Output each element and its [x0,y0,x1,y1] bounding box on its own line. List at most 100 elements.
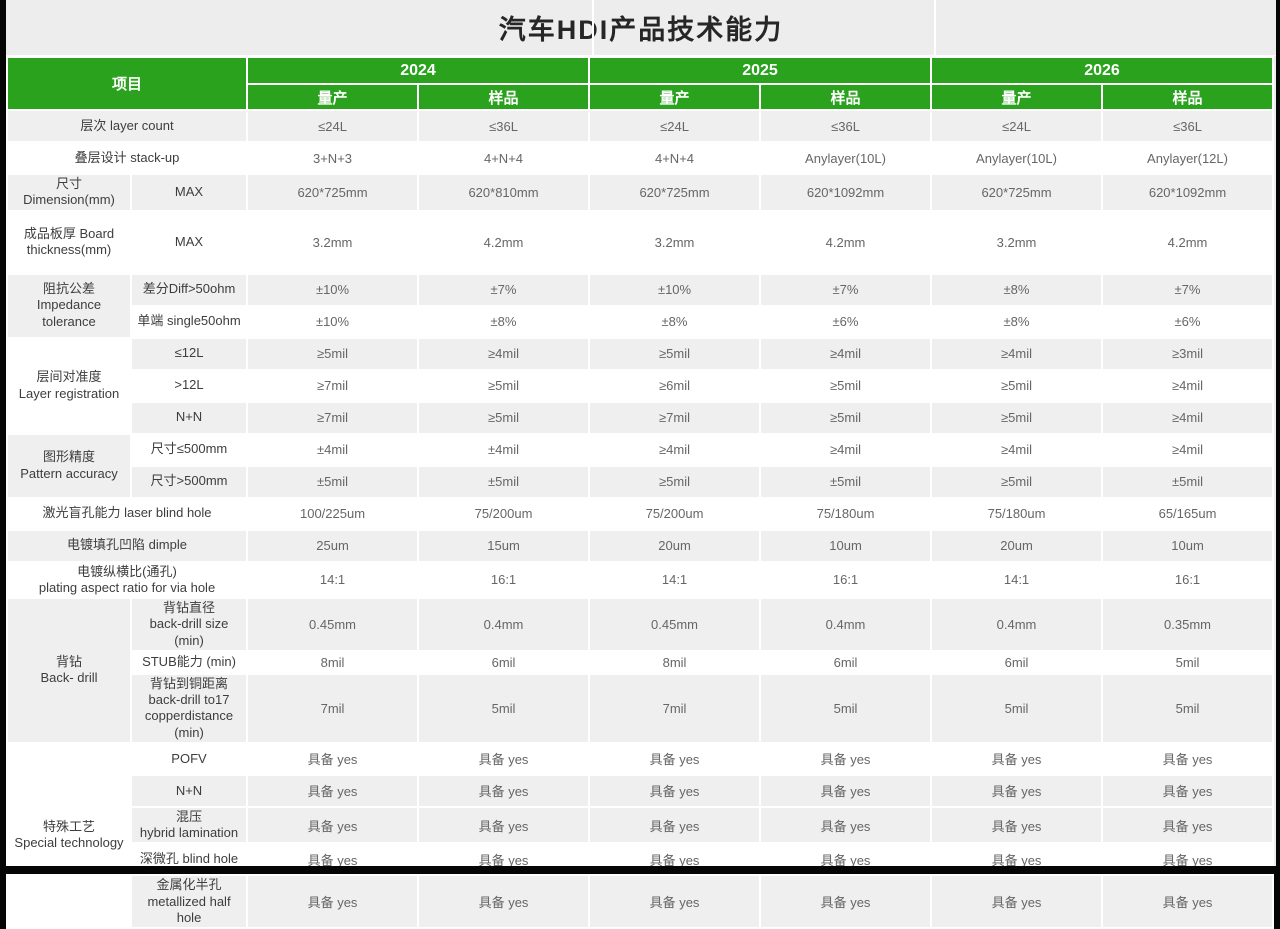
row-label-cell: 背钻 Back- drill [6,597,132,744]
value-cell: 具备 yes [759,805,933,845]
value-cell: 0.4mm [417,597,591,652]
page-title: 汽车HDI产品技术能力 [498,15,784,45]
row-sublabel-cell: POFV [129,741,249,776]
value-cell: 具备 yes [930,805,1104,845]
table-row: 叠层设计 stack-up 3+N+3 4+N+4 4+N+4 Anylayer(10L… [5,141,1275,175]
value-cell: ±10% [246,304,420,339]
value-cell: ≥4mil [417,336,591,371]
row-label-cell: 图形精度 Pattern accuracy [6,432,132,499]
value-cell: ±10% [588,272,762,307]
value-cell: 具备 yes [759,741,933,776]
table-row: 电镀纵横比(通孔) plating aspect ratio for via h… [5,560,1275,599]
row-sublabel-cell: 金属化半孔 metallized half hole [129,874,249,929]
value-cell: 3.2mm [588,209,762,275]
value-cell: 75/200um [417,496,591,531]
value-cell: ±4mil [417,432,591,467]
value-cell: ≥4mil [588,432,762,467]
value-cell: ±8% [417,304,591,339]
value-cell: 16:1 [417,560,591,599]
row-sublabel-cell: 背钻到铜距离 back-drill to17 copperdistance (m… [129,672,249,744]
value-cell: 4.2mm [1101,209,1275,275]
value-cell: 15um [417,528,591,563]
header-row-years: 项目 2024 2025 2026 [5,56,1275,111]
value-cell: 4.2mm [417,209,591,275]
row-label-cell: 阻抗公差 Impedance tolerance [6,272,132,339]
value-cell: 7mil [588,672,762,744]
value-cell: ≥4mil [759,336,933,371]
row-sublabel-cell: >12L [129,368,249,403]
spec-table: 项目 2024 2025 2026 量产 样品 量产 样品 量产 样品 层次 l… [5,56,1275,929]
value-cell: ±5mil [246,464,420,499]
table-row: 阻抗公差 Impedance tolerance 差分Diff>50ohm ±10%… [6,272,1275,339]
value-cell: 14:1 [930,560,1104,599]
value-cell: 0.45mm [246,597,420,652]
value-cell: 620*725mm [246,173,420,212]
table-row: 尺寸Dimension(mm) MAX 620*725mm 620*810mm 620*… [6,173,1275,212]
value-cell: ≥5mil [246,336,420,371]
value-cell: 75/200um [588,496,762,531]
table-row: 层间对准度 Layer registration ≤12L ≥5mil ≥4mil ≥5… [6,336,1275,435]
value-cell: ≤24L [588,109,762,143]
row-sublabel-cell: MAX [129,173,249,212]
row-label-cell: 电镀填孔凹陷 dimple [5,528,249,563]
bottom-frame-bar [0,866,1280,874]
row-label-cell: 特殊工艺 Special technology [6,741,132,929]
value-cell: 14:1 [246,560,420,599]
value-cell: 6mil [417,649,591,675]
value-cell: 65/165um [1101,496,1275,531]
value-cell: 620*725mm [930,173,1104,212]
value-cell: 4.2mm [759,209,933,275]
value-cell: 10um [1101,528,1275,563]
value-cell: 具备 yes [759,874,933,929]
page-frame: 汽车HDI产品技术能力 项目 2024 2025 2026 量产 样品 量产 样… [5,0,1276,929]
row-label-cell: 尺寸Dimension(mm) [6,173,132,212]
column-separator-line [934,0,936,55]
value-cell: 具备 yes [1101,874,1275,929]
value-cell: 5mil [1101,672,1275,744]
row-sublabel-cell: ≤12L [129,336,249,371]
value-cell: 3.2mm [246,209,420,275]
value-cell: ≥5mil [417,368,591,403]
value-cell: 具备 yes [246,741,420,776]
value-cell: 4+N+4 [588,141,762,175]
value-cell: 20um [930,528,1104,563]
value-cell: ±5mil [417,464,591,499]
value-cell: 5mil [930,672,1104,744]
value-cell: ±6% [759,304,933,339]
value-cell: 620*1092mm [759,173,933,212]
spec-table-header: 项目 2024 2025 2026 量产 样品 量产 样品 量产 样品 [5,56,1275,111]
header-sample-2025: 样品 [759,83,933,111]
value-cell: 8mil [246,649,420,675]
value-cell: 具备 yes [1101,805,1275,845]
value-cell: ≥5mil [930,368,1104,403]
value-cell: ≥6mil [588,368,762,403]
value-cell: 具备 yes [246,773,420,808]
value-cell: ≥4mil [930,432,1104,467]
value-cell: 100/225um [246,496,420,531]
value-cell: ±8% [930,304,1104,339]
value-cell: 具备 yes [1101,741,1275,776]
value-cell: 具备 yes [588,805,762,845]
header-item-cell: 项目 [5,56,249,111]
value-cell: 8mil [588,649,762,675]
value-cell: ≤36L [417,109,591,143]
header-production-2025: 量产 [588,83,762,111]
table-row: 层次 layer count ≤24L ≤36L ≤24L ≤36L ≤24L ≤36L [5,109,1275,143]
table-row: 尺寸>500mm ±5mil ±5mil ≥5mil ±5mil ≥5mil ±5mil [7,464,1275,499]
row-label-cell: 层次 layer count [5,109,249,143]
value-cell: ≤36L [1101,109,1275,143]
value-cell: ±7% [1101,272,1275,307]
value-cell: ≥5mil [930,464,1104,499]
table-row: 背钻到铜距离 back-drill to17 copperdistance (m… [7,672,1275,744]
row-sublabel-cell: 混压 hybrid lamination [129,805,249,845]
value-cell: 620*810mm [417,173,591,212]
table-row: 背钻 Back- drill 背钻直径 back-drill size (min)… [6,597,1275,744]
value-cell: 10um [759,528,933,563]
header-row-subcols: 量产 样品 量产 样品 量产 样品 [7,83,1275,111]
value-cell: 16:1 [759,560,933,599]
value-cell: 具备 yes [930,874,1104,929]
value-cell: 具备 yes [417,874,591,929]
value-cell: ±10% [246,272,420,307]
value-cell: 6mil [759,649,933,675]
value-cell: ±5mil [759,464,933,499]
